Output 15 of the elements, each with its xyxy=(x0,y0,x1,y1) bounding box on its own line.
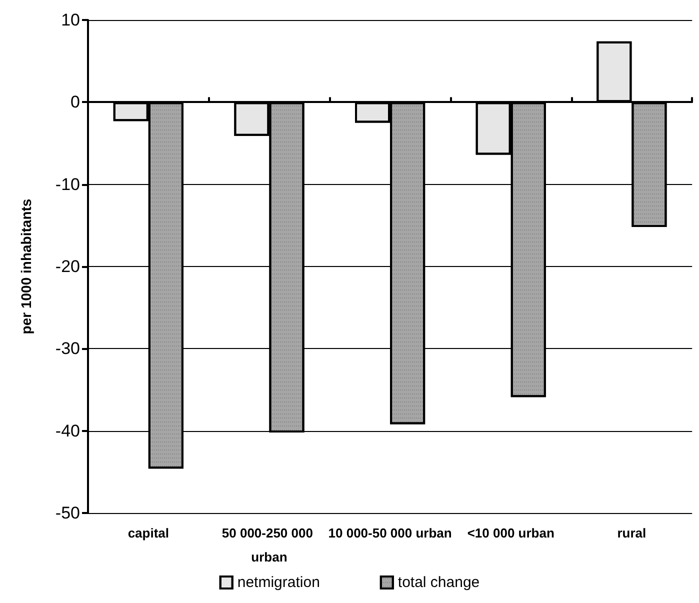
y-tick-label: -20 xyxy=(55,257,80,276)
legend-label: total change xyxy=(398,574,480,591)
x-tick-label: <10 000 urban xyxy=(467,526,554,540)
x-tick-label: rural xyxy=(617,526,646,540)
y-tick-label: -10 xyxy=(55,174,80,194)
x-tick-label: capital xyxy=(128,526,170,540)
y-tick-label: -30 xyxy=(55,339,80,358)
legend-label: netmigration xyxy=(237,574,320,591)
y-tick-label: 10 xyxy=(61,10,80,30)
y-tick-label: -50 xyxy=(55,504,80,522)
y-tick-label: 0 xyxy=(70,92,80,112)
x-tick-label: 10 000-50 000 urban xyxy=(328,526,452,540)
x-tick-label: 50 000-250 000 urban xyxy=(222,526,317,564)
y-axis-title: per 1000 inhabitants xyxy=(18,198,34,334)
y-tick-label: -40 xyxy=(55,421,80,440)
